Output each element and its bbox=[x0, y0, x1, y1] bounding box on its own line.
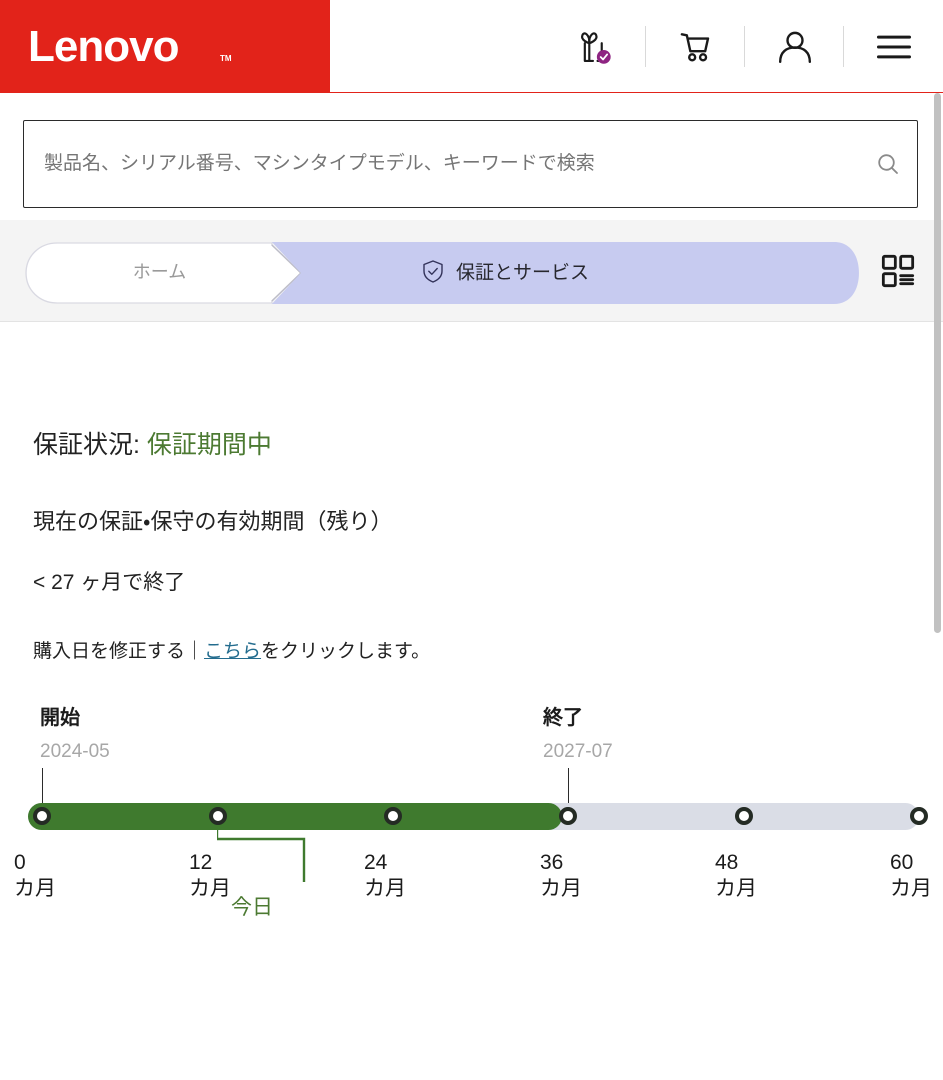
svg-text:TM: TM bbox=[220, 54, 232, 63]
svg-text:Lenovo: Lenovo bbox=[28, 24, 179, 70]
